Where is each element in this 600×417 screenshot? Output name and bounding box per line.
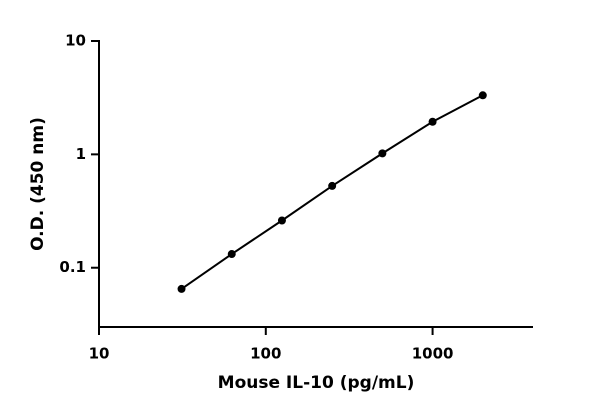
y-tick-label: 1	[76, 145, 86, 163]
x-tick-label: 10	[89, 345, 110, 363]
data-point	[328, 181, 337, 190]
y-tick-label: 10	[65, 32, 86, 50]
x-tick-label: 100	[250, 345, 281, 363]
data-point	[277, 216, 286, 225]
data-point	[177, 284, 186, 293]
data-point	[478, 91, 487, 100]
y-axis-title: O.D. (450 nm)	[28, 117, 48, 251]
y-tick-label: 0.1	[59, 258, 86, 276]
data-point	[378, 149, 387, 158]
data-point	[227, 250, 236, 259]
data-point	[428, 117, 437, 126]
x-tick-label: 1000	[412, 345, 454, 363]
data-line	[180, 94, 484, 290]
x-axis-title: Mouse IL-10 (pg/mL)	[218, 373, 415, 393]
